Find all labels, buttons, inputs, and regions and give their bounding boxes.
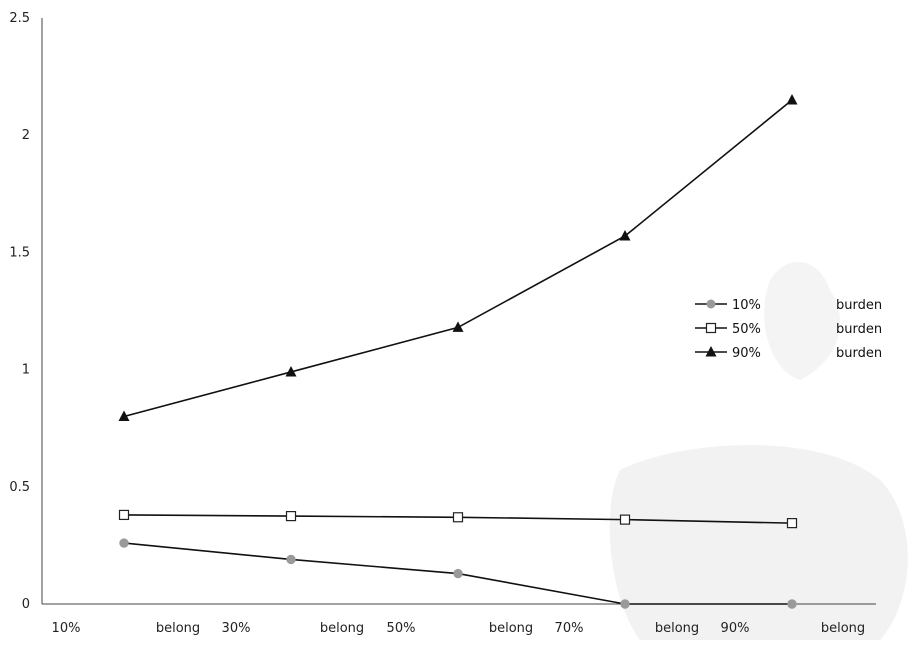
y-tick-label: 0 [22, 597, 30, 612]
x-tick-label: belong [489, 621, 533, 636]
x-tick-label: 30% [222, 621, 251, 636]
x-tick-label: belong [156, 621, 200, 636]
data-point [118, 410, 130, 421]
data-point [118, 509, 130, 521]
series-line [123, 99, 793, 418]
data-point [619, 514, 631, 525]
x-tick-label: 70% [555, 621, 584, 636]
y-tick-label: 2.5 [9, 11, 30, 26]
x-tick-label: 50% [387, 621, 416, 636]
x-tick-label: belong [821, 621, 865, 636]
legend-item: 90% burden [695, 346, 882, 361]
legend-label-suffix: burden [836, 298, 882, 313]
legend-item: 10% burden [695, 298, 882, 313]
series-circle [119, 538, 797, 609]
data-point [786, 94, 798, 105]
legend-label-suffix: burden [836, 346, 882, 361]
legend-label: 10% [732, 298, 761, 313]
x-tick-label: belong [320, 621, 364, 636]
legend-label: 50% [732, 322, 761, 337]
x-tick-label: belong [655, 621, 699, 636]
data-point [453, 568, 463, 579]
y-tick-label: 2 [22, 128, 30, 143]
data-point [286, 554, 296, 565]
data-point [786, 518, 798, 529]
data-point [285, 511, 297, 522]
series-group [118, 94, 798, 609]
data-point [452, 512, 464, 523]
y-tick-label: 1 [22, 363, 30, 378]
x-tick-label: 10% [52, 621, 81, 636]
legend-item: 50% burden [695, 322, 882, 337]
series-triangle [118, 94, 798, 421]
y-tick-label: 1.5 [9, 245, 30, 260]
data-point [119, 538, 129, 548]
series-square [118, 509, 798, 529]
data-point [285, 365, 297, 377]
legend-marker [705, 322, 717, 334]
x-tick-labels: 10% belong 30% belong 50% belong 70% belong 90% b… [52, 621, 866, 636]
legend-marker [706, 299, 716, 309]
data-point [452, 321, 464, 332]
data-point [620, 599, 630, 609]
data-point [619, 229, 631, 241]
data-point [787, 599, 797, 609]
y-tick-label: 0.5 [9, 480, 30, 495]
background-watermark [609, 261, 908, 640]
legend-label: 90% [732, 346, 761, 361]
y-tick-labels: 0 0.5 1 1.5 2 2.5 [9, 11, 30, 612]
legend-marker [705, 346, 717, 357]
legend: 10% burden 50% burden 90% burden [695, 298, 882, 361]
legend-label-suffix: burden [836, 322, 882, 337]
x-tick-label: 90% [721, 621, 750, 636]
